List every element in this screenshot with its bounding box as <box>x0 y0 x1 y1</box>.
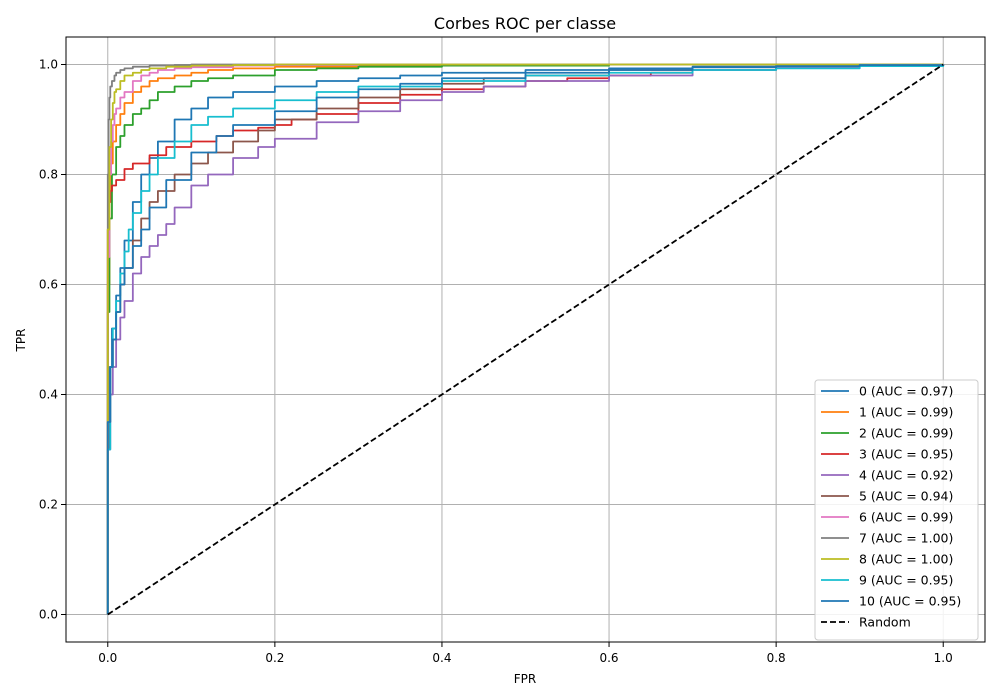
y-axis-label: TPR <box>14 329 28 353</box>
plot-lines <box>106 63 945 616</box>
x-tick-label: 0.0 <box>98 651 117 665</box>
legend-label: 5 (AUC = 0.94) <box>859 489 953 504</box>
y-tick-label: 0.8 <box>39 168 58 182</box>
legend-label: 9 (AUC = 0.95) <box>859 573 953 588</box>
series-line-8 <box>106 63 944 615</box>
x-tick-label: 0.8 <box>767 651 786 665</box>
series-line-4 <box>106 64 945 615</box>
plot-frame <box>65 36 986 643</box>
legend-label: 3 (AUC = 0.95) <box>859 447 953 462</box>
legend-label: 8 (AUC = 1.00) <box>859 552 953 567</box>
y-tick-label: 1.0 <box>39 58 58 72</box>
legend-label: Random <box>859 615 911 630</box>
axis-ticks: 0.0 0.2 0.4 0.6 0.8 1.0 0.0 0.2 0.4 0.6 0.8 1.0 <box>39 58 953 666</box>
legend-label: 2 (AUC = 0.99) <box>859 426 953 441</box>
legend-label: 10 (AUC = 0.95) <box>859 594 961 609</box>
x-tick-label: 1.0 <box>934 651 953 665</box>
legend-label: 4 (AUC = 0.92) <box>859 468 953 483</box>
series-line-7 <box>106 63 944 615</box>
x-axis-label: FPR <box>514 672 536 686</box>
legend-label: 1 (AUC = 0.99) <box>859 405 953 420</box>
x-tick-label: 0.2 <box>265 651 284 665</box>
y-tick-label: 0.2 <box>39 498 58 512</box>
legend-label: 0 (AUC = 0.97) <box>859 384 953 399</box>
series-line-11 <box>107 63 944 616</box>
series-line-10 <box>106 64 945 615</box>
legend-label: 6 (AUC = 0.99) <box>859 510 953 525</box>
series-line-2 <box>106 63 944 615</box>
y-tick-label: 0.4 <box>39 388 58 402</box>
x-tick-label: 0.6 <box>599 651 618 665</box>
legend-label: 7 (AUC = 1.00) <box>859 531 953 546</box>
x-tick-label: 0.4 <box>432 651 451 665</box>
legend-box <box>814 379 979 641</box>
chart-title: Corbes ROC per classe <box>434 14 616 33</box>
legend: 0 (AUC = 0.97) 1 (AUC = 0.99) 2 (AUC = 0.9… <box>814 379 979 641</box>
y-tick-label: 0.0 <box>39 608 58 622</box>
y-tick-label: 0.6 <box>39 278 58 292</box>
